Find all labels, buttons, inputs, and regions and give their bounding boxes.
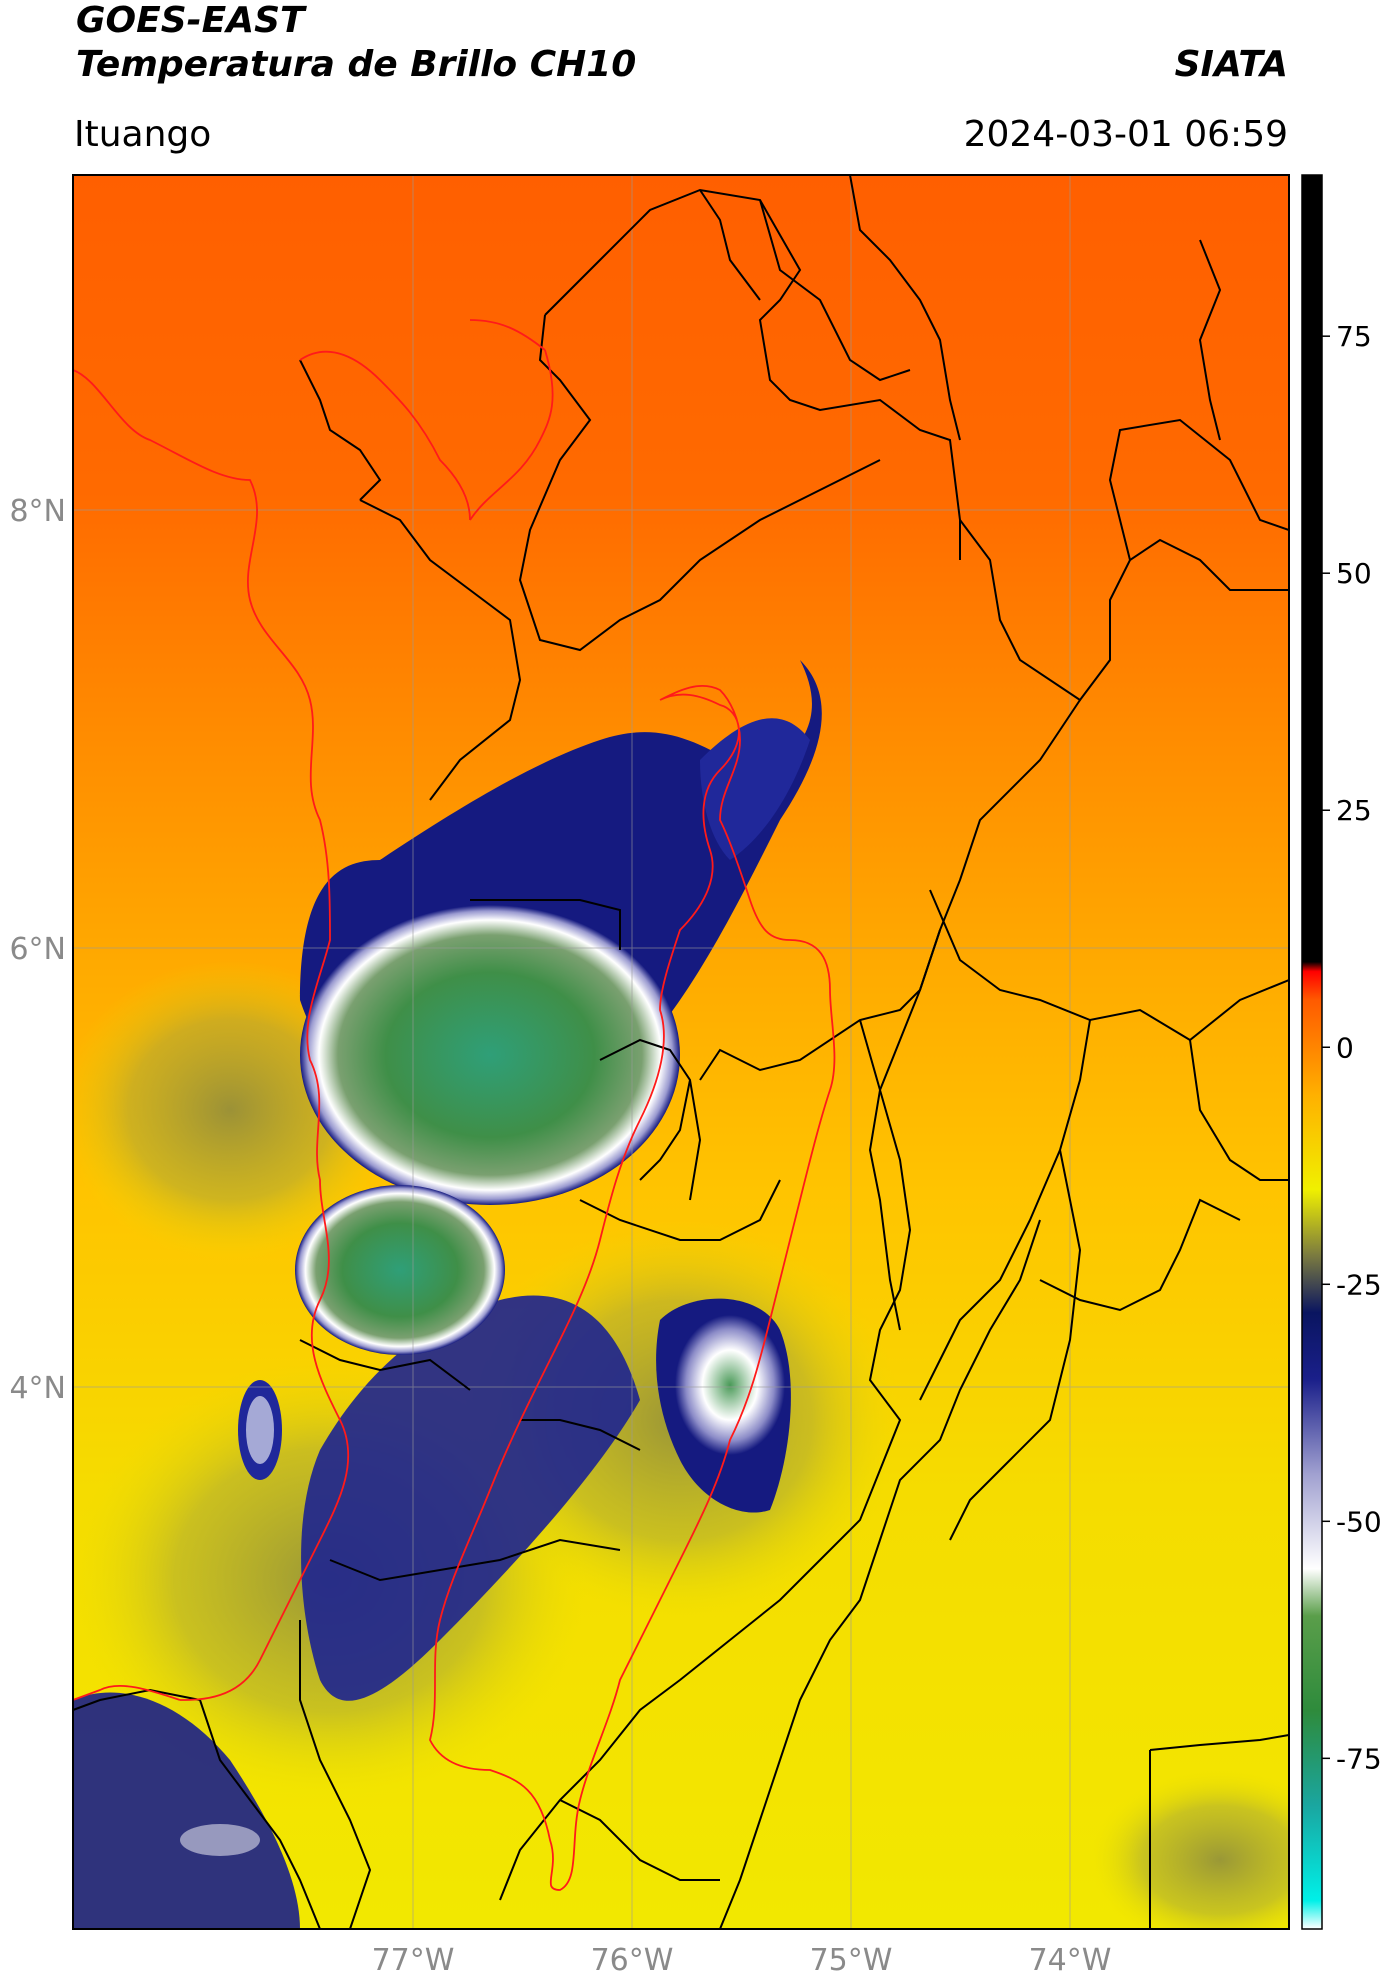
coastline-borders xyxy=(73,319,836,1891)
colorbar: 75 50 25 0 -25 -50 -75 xyxy=(1301,174,1382,1930)
lat-tick-label: 4°N xyxy=(9,1371,66,1406)
lon-tick-label: 74°W xyxy=(1029,1943,1112,1978)
graticule xyxy=(73,175,1289,1929)
brand-label: SIATA xyxy=(1174,44,1288,85)
colorbar-tick-label: 75 xyxy=(1336,320,1372,353)
timestamp-label: 2024-03-01 06:59 xyxy=(963,114,1288,155)
colorbar-tick-label: 0 xyxy=(1336,1031,1354,1064)
lon-ticks: 77°W 76°W 75°W 74°W xyxy=(372,1943,1112,1978)
admin-borders xyxy=(73,175,1289,1929)
colorbar-tick-label: -75 xyxy=(1336,1742,1382,1775)
lat-ticks: 8°N 6°N 4°N xyxy=(9,494,66,1406)
colorbar-tick-label: -50 xyxy=(1336,1505,1382,1538)
lon-tick-label: 75°W xyxy=(810,1943,893,1978)
colorbar-tick-label: 25 xyxy=(1336,794,1372,827)
lon-tick-label: 77°W xyxy=(372,1943,455,1978)
colorbar-tick-label: 50 xyxy=(1336,557,1372,590)
map-frame xyxy=(72,174,1290,1930)
satellite-title: GOES-EAST xyxy=(76,0,305,41)
product-title: Temperatura de Brillo CH10 xyxy=(76,44,637,85)
lat-tick-label: 8°N xyxy=(9,494,66,529)
colorbar-gradient xyxy=(1301,174,1323,1930)
satellite-image xyxy=(73,175,1289,1929)
lon-tick-label: 76°W xyxy=(591,1943,674,1978)
colorbar-tick-label: -25 xyxy=(1336,1268,1382,1301)
lat-tick-label: 6°N xyxy=(9,932,66,967)
location-label: Ituango xyxy=(74,114,212,155)
